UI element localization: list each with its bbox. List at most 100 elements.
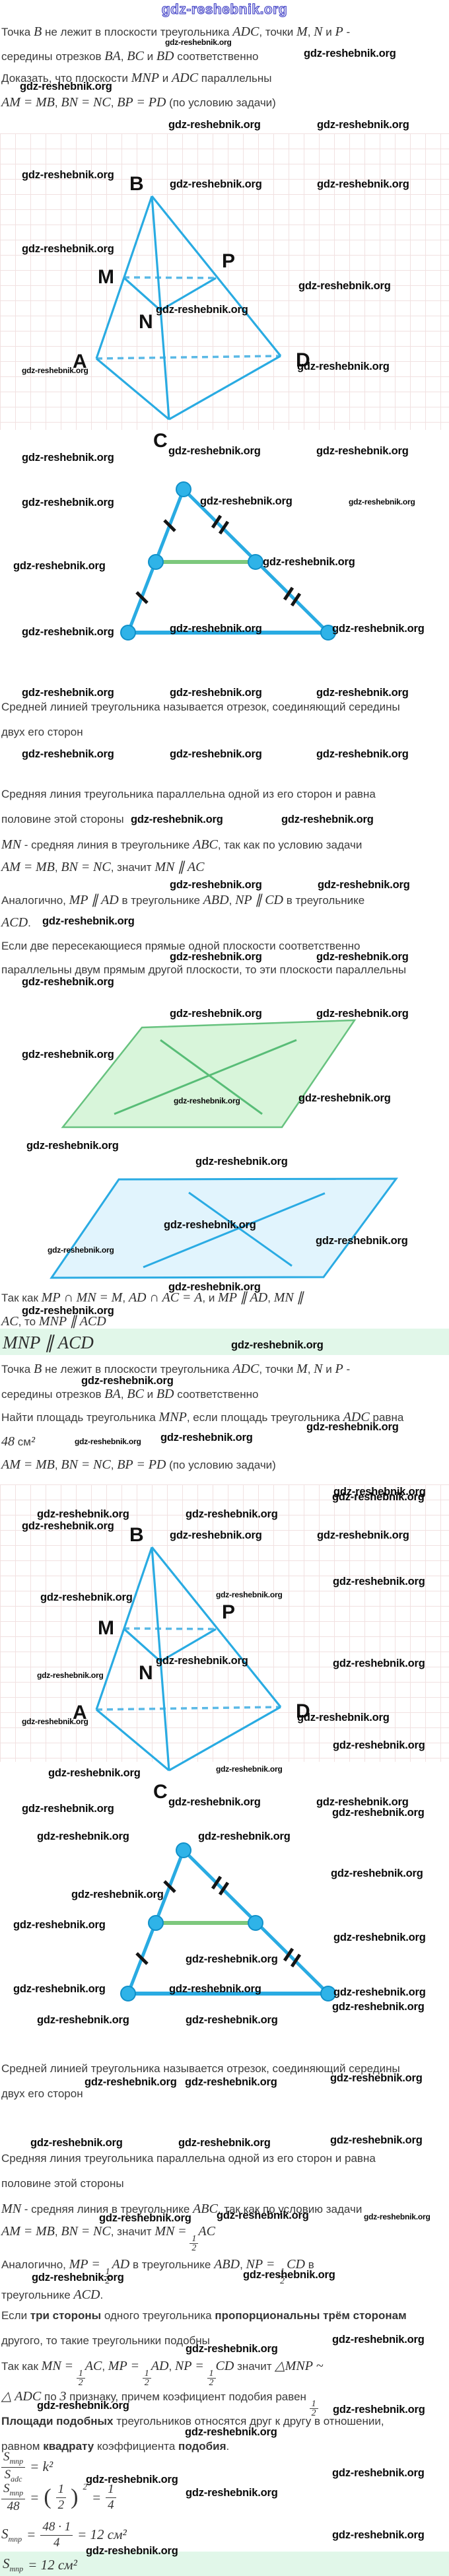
watermark-text: gdz-reshebnik.org [333, 1739, 425, 1751]
watermark-text: gdz-reshebnik.org [333, 1486, 426, 1498]
green-plane-line [160, 1039, 263, 1115]
watermark-text: gdz-reshebnik.org [37, 2400, 129, 2412]
watermark-text: gdz-reshebnik.org [297, 1712, 390, 1723]
watermark-text: gdz-reshebnik.org [298, 280, 391, 292]
watermark-text: gdz-reshebnik.org [22, 1049, 114, 1061]
watermark-text: gdz-reshebnik.org [316, 1235, 408, 1247]
watermark-text: gdz-reshebnik.org [186, 2343, 278, 2355]
formula-result: Smnp = 48 · 1 4 = 12 см² [1, 2520, 127, 2550]
text-line: равном квадрату коэффициента подобия. [1, 2440, 230, 2453]
watermark-text: gdz-reshebnik.org [168, 119, 261, 131]
text-line: △ ADC по 3 признаку, причем коэфициент п… [1, 2388, 318, 2418]
watermark-text: gdz-reshebnik.org [333, 1932, 426, 1943]
text-line: Если три стороны одного треугольника про… [1, 2309, 407, 2322]
watermark-text: gdz-reshebnik.org [217, 2210, 309, 2221]
text-line: Точка B не лежит в плоскости треугольник… [1, 24, 351, 39]
vertex-label-A: A [73, 351, 87, 372]
text-line: Аналогично, MP ∥ AD в треугольнике ABD, … [1, 893, 365, 907]
watermark-text: gdz-reshebnik.org [22, 1520, 114, 1532]
watermark-text: gdz-reshebnik.org [186, 1508, 278, 1520]
text-line: Аналогично, MP = 1 2 AD в треугольнике ABD… [1, 2257, 314, 2287]
watermark-text: gdz-reshebnik.org [332, 1491, 425, 1503]
watermark-text: gdz-reshebnik.org [22, 497, 114, 508]
watermark-text: gdz-reshebnik.org [178, 2137, 271, 2149]
watermark-text: gdz-reshebnik.org [317, 119, 409, 131]
watermark-text: gdz-reshebnik.org [316, 951, 409, 963]
watermark-text: gdz-reshebnik.org [22, 366, 88, 375]
watermark-text: gdz-reshebnik.org [22, 1305, 114, 1317]
tick-mark-double [283, 586, 294, 601]
watermark-text: gdz-reshebnik.org [185, 2076, 277, 2088]
watermark-text: gdz-reshebnik.org [200, 495, 293, 507]
watermark-text: gdz-reshebnik.org [22, 1717, 88, 1726]
watermark-text: gdz-reshebnik.org [85, 2076, 177, 2088]
text-line: Средняя линия треугольника параллельна о… [1, 788, 376, 800]
watermark-text: gdz-reshebnik.org [22, 452, 114, 464]
watermark-text: gdz-reshebnik.org [131, 814, 223, 825]
triangle-midline-diagram-1 [120, 481, 336, 641]
text-line: половине этой стороны [1, 2177, 124, 2190]
watermark-text: gdz-reshebnik.org [216, 1590, 283, 1599]
watermark-text: gdz-reshebnik.org [30, 2137, 123, 2149]
text-line: середины отрезков BA, BC и BD соответств… [1, 49, 259, 63]
watermark-text: gdz-reshebnik.org [170, 623, 262, 635]
watermark-text: gdz-reshebnik.org [170, 951, 262, 963]
watermark-text: gdz-reshebnik.org [156, 1655, 248, 1667]
watermark-text: gdz-reshebnik.org [164, 1219, 256, 1231]
text-line: 48 см² [1, 1434, 35, 1449]
watermark-text: gdz-reshebnik.org [333, 1986, 426, 1998]
watermark-text: gdz-reshebnik.org [330, 2134, 423, 2146]
watermark-text: gdz-reshebnik.org [156, 304, 248, 316]
watermark-text: gdz-reshebnik.org [160, 1432, 253, 1444]
fraction: Smnp 48 [1, 2482, 26, 2513]
watermark-text: gdz-reshebnik.org [330, 2072, 423, 2084]
watermark-text: gdz-reshebnik.org [40, 1591, 133, 1603]
watermark-text: gdz-reshebnik.org [185, 2426, 277, 2438]
watermark-text: gdz-reshebnik.org [332, 623, 425, 635]
watermark-text: gdz-reshebnik.org [243, 2269, 335, 2281]
watermark-text: gdz-reshebnik.org [13, 1919, 106, 1931]
grid-paper-background [0, 133, 449, 430]
watermark-text: gdz-reshebnik.org [169, 1983, 261, 1995]
watermark-text: gdz-reshebnik.org [281, 814, 374, 825]
watermark-text: gdz-reshebnik.org [316, 445, 409, 457]
text-line: ACD. [1, 915, 31, 930]
tick-mark [135, 591, 149, 604]
watermark-text: gdz-reshebnik.org [349, 497, 415, 506]
watermark-text: gdz-reshebnik.org [186, 2487, 278, 2499]
watermark-text: gdz-reshebnik.org [316, 1008, 409, 1020]
tick-mark [163, 519, 176, 532]
tick-mark-double [290, 592, 302, 607]
final-answer: Smnp = 12 см² [3, 2556, 77, 2574]
watermark-text: gdz-reshebnik.org [332, 2334, 425, 2346]
watermark-text: gdz-reshebnik.org [316, 748, 409, 760]
green-plane-line [114, 1039, 297, 1115]
text-line: другого, то такие треугольники подобны [1, 2334, 210, 2347]
watermark-text: gdz-reshebnik.org [297, 361, 390, 372]
watermark-text: gdz-reshebnik.org [75, 1437, 141, 1446]
text-line: Найти площадь треугольника MNP, если пло… [1, 1410, 404, 1424]
vertex-label-N: N [139, 311, 153, 333]
vertex-label-M: M [98, 266, 114, 288]
text-line: Средняя линия треугольника параллельна о… [1, 2152, 376, 2165]
watermark-text: gdz-reshebnik.org [332, 2467, 425, 2479]
watermark-text: gdz-reshebnik.org [170, 879, 262, 891]
formula-substitution: Smnp 48 = ( 1 2 ) 2 = 1 4 [1, 2482, 116, 2513]
vertex-label-C: C [153, 430, 168, 452]
watermark-text: gdz-reshebnik.org [318, 879, 410, 891]
text-line: Средней линией треугольника называется о… [1, 701, 400, 713]
vertex-label-P: P [222, 250, 235, 272]
watermark-text: gdz-reshebnik.org [170, 1008, 262, 1020]
watermark-text: gdz-reshebnik.org [317, 1529, 409, 1541]
blue-plane [50, 1177, 398, 1279]
watermark-text: gdz-reshebnik.org [298, 1092, 391, 1104]
tick-mark-double [218, 520, 230, 535]
text-line: середины отрезков BA, BC и BD соответств… [1, 1387, 259, 1401]
watermark-text: gdz-reshebnik.org [13, 560, 106, 572]
watermark-text: gdz-reshebnik.org [317, 178, 409, 190]
watermark-text: gdz-reshebnik.org [263, 556, 355, 568]
formula-rhs: = k² [30, 2458, 53, 2475]
watermark-text: gdz-reshebnik.org [42, 915, 135, 927]
watermark-text: gdz-reshebnik.org [13, 1983, 106, 1995]
